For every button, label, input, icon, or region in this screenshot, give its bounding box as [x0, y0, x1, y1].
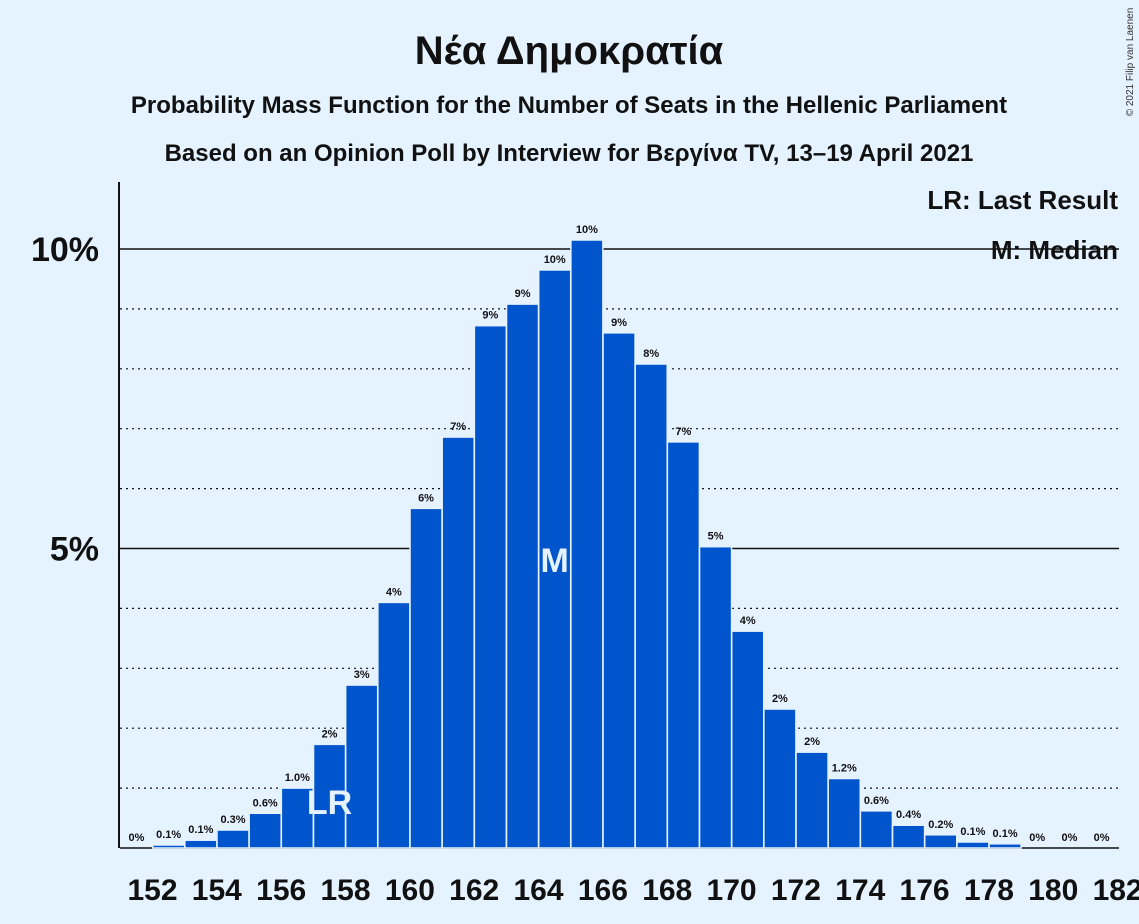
x-tick-label: 156 — [256, 874, 306, 907]
data-label-164: 9% — [515, 288, 531, 300]
markers: M LR — [307, 542, 569, 822]
data-label-173: 2% — [804, 736, 820, 748]
x-axis-ticks: 152 154 156 158 160 162 164 166 168 170 172 174 176 1… — [127, 874, 1139, 907]
data-label-166: 10% — [576, 224, 598, 236]
x-tick-label: 170 — [707, 874, 757, 907]
bar-178 — [956, 841, 990, 849]
bar-177 — [924, 834, 958, 849]
bar-174 — [827, 777, 861, 849]
bar-169 — [666, 441, 701, 849]
y-axis-ticks: 5% 10% — [31, 231, 99, 569]
data-label-170: 5% — [708, 531, 724, 543]
bar-154 — [184, 839, 218, 849]
x-tick-label: 176 — [900, 874, 950, 907]
bar-168 — [634, 363, 668, 849]
data-label-182: 0% — [1094, 832, 1110, 844]
legend-median: M: Median — [991, 235, 1118, 265]
bar-171 — [730, 630, 765, 849]
bar-170 — [698, 545, 733, 849]
data-label-154: 0.1% — [188, 824, 213, 836]
bar-159 — [344, 684, 379, 849]
bar-175 — [859, 810, 894, 849]
x-tick-label: 172 — [771, 874, 821, 907]
bar-176 — [891, 824, 926, 849]
x-tick-label: 180 — [1028, 874, 1078, 907]
data-label-167: 9% — [611, 317, 627, 329]
data-label-172: 2% — [772, 693, 788, 705]
x-tick-label: 166 — [578, 874, 628, 907]
x-tick-label: 162 — [449, 874, 499, 907]
bar-167 — [602, 332, 636, 849]
data-label-153: 0.1% — [156, 829, 181, 841]
bar-155 — [216, 829, 250, 849]
data-label-158: 2% — [322, 728, 338, 740]
data-label-181: 0% — [1061, 832, 1077, 844]
bar-179 — [988, 843, 1022, 849]
x-tick-label: 174 — [835, 874, 885, 907]
legend-last-result: LR: Last Result — [927, 185, 1118, 215]
y-tick-label: 5% — [50, 531, 99, 569]
chart-subtitle-2: Based on an Opinion Poll by Interview fo… — [165, 140, 974, 167]
data-label-174: 1.2% — [832, 763, 857, 775]
data-label-177: 0.2% — [928, 819, 953, 831]
data-label-176: 0.4% — [896, 809, 921, 821]
bar-153 — [151, 844, 186, 849]
data-label-165: 10% — [544, 254, 566, 266]
bar-163 — [473, 324, 508, 849]
last-result-marker: LR — [307, 784, 352, 822]
data-label-157: 1.0% — [285, 772, 310, 784]
x-tick-label: 168 — [642, 874, 692, 907]
x-tick-label: 152 — [127, 874, 177, 907]
copyright-note: © 2021 Filip van Laenen — [1125, 8, 1136, 117]
data-labels: 0% 0.1% 0.1% 0.3% 0.6% 1.0% 2% 3% 4% 6% 7% 9% 9% 10% 1… — [129, 224, 1110, 844]
chart-subtitle: Probability Mass Function for the Number… — [131, 92, 1007, 119]
x-tick-label: 158 — [320, 874, 370, 907]
data-label-171: 4% — [740, 615, 756, 627]
data-label-179: 0.1% — [993, 828, 1018, 840]
bar-164 — [505, 303, 540, 849]
data-label-155: 0.3% — [220, 814, 245, 826]
data-label-159: 3% — [354, 669, 370, 681]
bar-173 — [795, 751, 829, 849]
data-label-180: 0% — [1029, 832, 1045, 844]
x-tick-label: 178 — [964, 874, 1014, 907]
data-label-178: 0.1% — [960, 826, 985, 838]
x-tick-label: 154 — [192, 874, 242, 907]
data-label-175: 0.6% — [864, 795, 889, 807]
x-tick-label: 164 — [514, 874, 564, 907]
bar-160 — [377, 601, 411, 849]
bar-162 — [441, 436, 475, 849]
data-label-163: 9% — [482, 310, 498, 322]
x-tick-label: 160 — [385, 874, 435, 907]
data-label-161: 6% — [418, 492, 434, 504]
bar-165 — [537, 269, 572, 849]
data-label-160: 4% — [386, 586, 402, 598]
bar-157 — [280, 787, 315, 849]
bar-161 — [409, 507, 443, 849]
data-label-169: 7% — [675, 426, 691, 438]
x-tick-label: 182 — [1093, 874, 1139, 907]
median-marker: M — [541, 542, 569, 580]
bar-172 — [763, 708, 797, 849]
data-label-152: 0% — [129, 832, 145, 844]
chart-title: Νέα Δημοκρατία — [415, 29, 724, 73]
bars — [151, 239, 1022, 849]
data-label-168: 8% — [643, 348, 659, 360]
bar-156 — [248, 812, 282, 849]
y-tick-label: 10% — [31, 231, 99, 269]
data-label-156: 0.6% — [253, 797, 278, 809]
data-label-162: 7% — [450, 421, 466, 433]
bar-166 — [570, 239, 604, 849]
